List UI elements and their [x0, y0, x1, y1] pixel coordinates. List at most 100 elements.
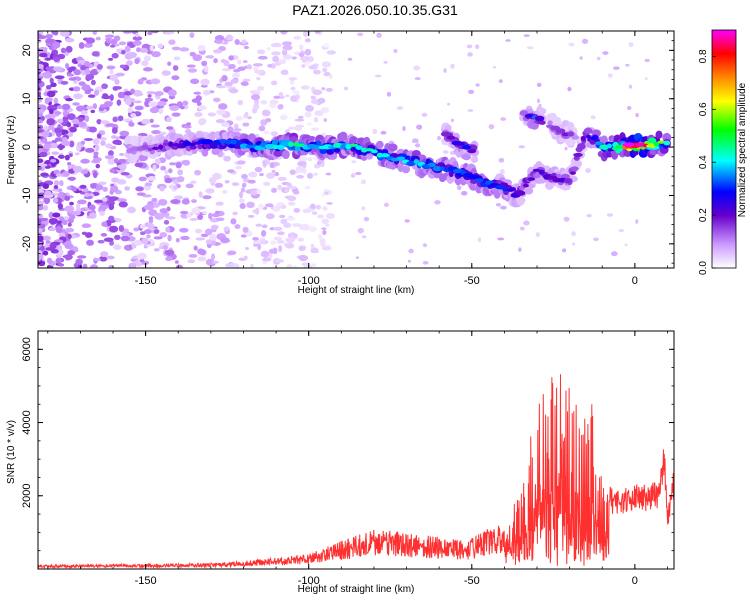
heatmap-noise-cell: [127, 106, 134, 113]
heatmap-noise-cell: [116, 141, 122, 146]
heatmap-ridge-cell-core: [580, 135, 586, 142]
heatmap-noise-cell: [138, 154, 149, 162]
heatmap-noise-cell: [343, 86, 349, 91]
heatmap-ridge-cell-core: [236, 140, 242, 146]
heatmap-noise-cell: [247, 214, 255, 219]
heatmap-noise-cell: [116, 179, 127, 185]
heatmap-noise-cell: [39, 52, 48, 58]
heatmap-noise-cell: [94, 144, 100, 152]
heatmap-noise-cell: [276, 202, 285, 206]
heatmap-ridge-cell-core: [563, 178, 572, 184]
heatmap-noise-cell: [44, 97, 50, 105]
heatmap-noise-cell: [299, 224, 304, 230]
heatmap-noise-cell: [148, 209, 158, 216]
heatmap-noise-cell: [38, 68, 44, 72]
heatmap-noise-cell: [108, 57, 114, 61]
heatmap-noise-cell: [109, 168, 116, 174]
heatmap-ridge-cell-halo: [516, 195, 525, 206]
heatmap-noise-cell: [257, 55, 268, 60]
heatmap-noise-cell: [43, 125, 49, 131]
heatmap-noise-cell: [180, 235, 190, 241]
heatmap-ridge-cell-core: [293, 142, 300, 147]
colorbar-title: Normalized spectral amplitude: [737, 82, 748, 217]
snr-frame: [37, 330, 675, 570]
heatmap-noise-cell: [108, 150, 114, 157]
heatmap-noise-cell: [76, 255, 87, 259]
heatmap-noise-cell: [253, 243, 259, 247]
heatmap-noise-cell: [243, 255, 248, 261]
heatmap-noise-cell: [500, 117, 507, 121]
heatmap-noise-cell: [80, 158, 90, 164]
heatmap-noise-cell: [56, 105, 63, 110]
heatmap-noise-cell: [526, 46, 534, 50]
heatmap-noise-cell: [626, 105, 632, 111]
heatmap-noise-cell: [153, 229, 160, 234]
heatmap-noise-cell: [147, 176, 156, 182]
heatmap-noise-cell: [99, 136, 107, 141]
heatmap-noise-cell: [328, 74, 333, 79]
heatmap-ridge-cell-core: [532, 168, 540, 172]
heatmap-cells: [38, 31, 672, 268]
heatmap-noise-cell: [171, 75, 180, 81]
heatmap-noise-cell: [147, 31, 153, 36]
heatmap-noise-cell: [85, 147, 95, 153]
heatmap-noise-cell: [61, 140, 71, 147]
heatmap-noise-cell: [262, 261, 267, 265]
heatmap-noise-cell: [250, 263, 254, 268]
heatmap-noise-cell: [282, 41, 293, 46]
heatmap-noise-cell: [109, 44, 116, 48]
heatmap-noise-cell: [222, 190, 228, 194]
heatmap-noise-cell: [38, 200, 45, 205]
heatmap-noise-cell: [67, 233, 72, 240]
heatmap-noise-cell: [179, 47, 190, 52]
heatmap-noise-cell: [223, 155, 231, 162]
heatmap-noise-cell: [240, 234, 247, 238]
heatmap-noise-cell: [168, 39, 176, 45]
heatmap-noise-cell: [121, 232, 130, 237]
heatmap-noise-cell: [198, 118, 207, 125]
heatmap-noise-cell: [190, 78, 200, 85]
heatmap-noise-cell: [195, 237, 205, 241]
heatmap-noise-cell: [193, 91, 202, 95]
heatmap-noise-cell: [299, 44, 304, 51]
heatmap-noise-cell: [422, 243, 428, 248]
heatmap-noise-cell: [139, 224, 146, 229]
heatmap-y-axis-title: Frequency (Hz): [6, 116, 17, 185]
heatmap-noise-cell: [66, 113, 76, 121]
heatmap-noise-cell: [160, 165, 167, 171]
heatmap-noise-cell: [65, 37, 75, 43]
heatmap-noise-cell: [92, 158, 100, 164]
heatmap-noise-cell: [133, 227, 140, 232]
heatmap-noise-cell: [314, 31, 322, 34]
heatmap-noise-cell: [58, 216, 65, 221]
heatmap-noise-cell: [326, 202, 333, 205]
heatmap-noise-cell: [45, 85, 52, 90]
heatmap-noise-cell: [233, 263, 240, 268]
heatmap-noise-cell: [351, 160, 357, 164]
heatmap-noise-cell: [111, 127, 118, 134]
heatmap-ridge-cell-core: [209, 142, 217, 147]
heatmap-noise-cell: [442, 150, 449, 154]
heatmap-noise-cell: [288, 126, 296, 130]
heatmap-noise-cell: [110, 185, 119, 193]
heatmap-y-ticks: -20 -10 0 10 20: [21, 30, 674, 264]
heatmap-noise-cell: [285, 94, 290, 98]
heatmap-ridge-cell-core: [272, 144, 279, 150]
heatmap-noise-cell: [86, 215, 93, 219]
heatmap-noise-cell: [40, 172, 49, 177]
heatmap-noise-cell: [118, 225, 125, 232]
heatmap-ridge-cell-halo: [401, 165, 411, 174]
heatmap-noise-cell: [321, 246, 332, 251]
heatmap-noise-cell: [293, 35, 302, 40]
heatmap-noise-cell: [357, 227, 365, 234]
heatmap-noise-cell: [175, 161, 182, 169]
heatmap-noise-cell: [443, 68, 447, 73]
heatmap-noise-cell: [239, 191, 244, 199]
heatmap-noise-cell: [261, 109, 271, 117]
heatmap-noise-cell: [277, 176, 287, 181]
heatmap-noise-cell: [202, 195, 212, 200]
heatmap-ridge-cell-core: [569, 171, 576, 175]
heatmap-ridge-cell: [319, 148, 328, 155]
